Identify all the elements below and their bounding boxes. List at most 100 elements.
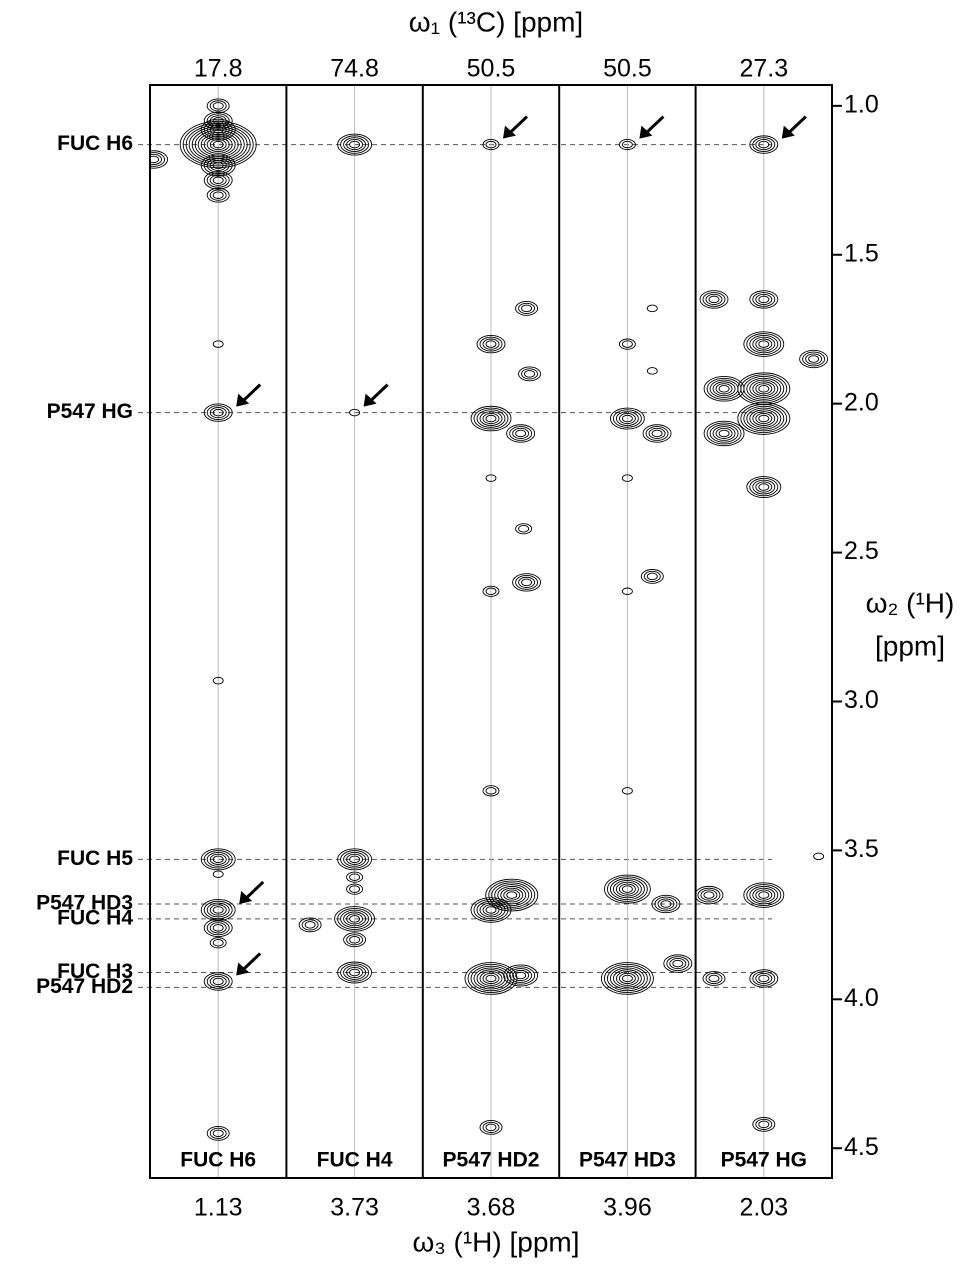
peak-contour [485, 878, 539, 912]
peak-contour [709, 424, 739, 443]
peak-contour [752, 336, 776, 352]
peak-contour [799, 349, 829, 369]
peak-contour [618, 883, 636, 895]
assignment-label: FUC H4 [57, 906, 133, 929]
y-tick-label: 3.0 [844, 686, 879, 714]
peak-contour [206, 405, 230, 420]
peak-contour [509, 426, 533, 441]
peak-contour [343, 932, 367, 948]
peak-contour [752, 137, 776, 152]
peak-contour [706, 377, 742, 400]
peak-contour [212, 125, 224, 134]
peak-contour [340, 135, 370, 154]
peak-contour [718, 385, 730, 393]
peak-contour [755, 413, 773, 425]
peak-contour [621, 587, 633, 596]
peak-contour [615, 971, 639, 986]
strip [464, 85, 542, 1178]
peak-contour [521, 304, 533, 313]
peak-contour [621, 414, 633, 423]
peak-contour [206, 1125, 230, 1141]
peak-contour [603, 963, 651, 994]
peak-contour [203, 120, 233, 139]
peak-contour [654, 896, 678, 912]
peak-contour [515, 301, 539, 316]
peak-contour [473, 899, 509, 921]
y-tick-label: 2.0 [844, 388, 879, 416]
top-axis-title: ω₁ (¹³C) [ppm] [409, 6, 583, 37]
peak-contour [203, 111, 233, 130]
peak-contour [349, 873, 361, 881]
peak-contour [609, 967, 645, 990]
peak-contour [758, 891, 770, 899]
peak-contour [515, 971, 527, 980]
y-tick-label: 3.5 [844, 835, 879, 863]
peak-contour [749, 885, 779, 905]
peak-contour [479, 411, 503, 426]
peak-contour [209, 904, 227, 916]
peak-contour [752, 381, 776, 397]
peak-contour [615, 411, 639, 426]
peak-contour [206, 122, 230, 138]
peak-contour [479, 336, 503, 352]
peak-contour [618, 338, 636, 350]
peak-contour [346, 966, 364, 979]
peak-contour [206, 172, 230, 188]
assignment-label: P547 HD2 [36, 975, 133, 998]
peak-contour [621, 885, 633, 893]
peak-contour [346, 883, 364, 895]
peak-contour [752, 411, 776, 426]
peak-contour [212, 116, 224, 125]
assignment-label: FUC H5 [57, 847, 133, 870]
peak-contour [703, 891, 715, 899]
peak-contour [209, 975, 227, 987]
peak-contour [746, 476, 782, 499]
peak-contour [503, 889, 521, 901]
peak-contour [618, 972, 636, 985]
peak-contour [752, 887, 776, 903]
peak-contour [521, 368, 538, 380]
peak-contour [182, 122, 254, 167]
peak-contour [482, 585, 500, 597]
peak-contour [515, 575, 539, 590]
carbon-shift: 50.5 [603, 55, 652, 83]
peak-contour [758, 385, 770, 393]
peak-contour [301, 919, 319, 931]
peak-contour [200, 899, 236, 921]
peak-contour [485, 787, 497, 795]
peak-contour [700, 889, 718, 901]
arrow-head [363, 393, 377, 407]
peak-contour [646, 367, 658, 375]
carbon-shift: 17.8 [194, 55, 243, 83]
strip-label: FUC H4 [317, 1149, 393, 1172]
peak-contour [651, 429, 663, 438]
peak-contour [752, 479, 776, 495]
peak-contour [485, 140, 497, 149]
peak-contour [755, 972, 773, 985]
peak-contour [212, 161, 224, 170]
peak-contour [708, 974, 720, 983]
peak-contour [645, 426, 669, 441]
peak-contour [497, 885, 527, 905]
bottom-axis-title: ω₃ (¹H) [ppm] [412, 1226, 579, 1257]
peak-contour [749, 969, 779, 988]
peak-contour [621, 340, 633, 348]
peak-contour [758, 1120, 770, 1129]
peak-contour [646, 304, 658, 313]
peak-contour [337, 961, 373, 984]
peak-contour [521, 578, 533, 587]
peak-contour [758, 340, 770, 348]
assignment-label: P547 HG [47, 400, 133, 423]
peak-contour [749, 379, 779, 398]
peak-contour [702, 292, 726, 307]
peak-contour [752, 292, 776, 307]
peak-contour [179, 121, 257, 169]
peak-contour [651, 894, 681, 914]
peak-contour [485, 414, 497, 423]
peak-contour [621, 140, 633, 149]
peak-contour [749, 290, 779, 309]
peak-contour [621, 474, 633, 482]
peak-contour [482, 1121, 500, 1133]
peak-contour [209, 407, 227, 419]
peak-contour [209, 189, 227, 201]
